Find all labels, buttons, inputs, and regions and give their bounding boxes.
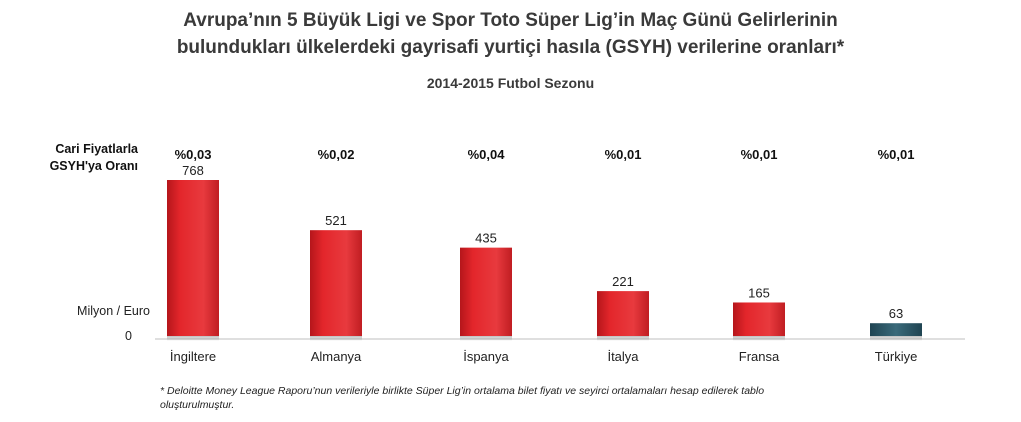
bar-3 — [597, 291, 649, 336]
y-axis-zero-label: 0 — [125, 329, 132, 343]
bar-shadow-0 — [167, 336, 219, 341]
bar-shadow-3 — [597, 336, 649, 341]
ratio-label-5: %0,01 — [878, 147, 915, 162]
category-label-2: İspanya — [463, 349, 509, 364]
bar-shadow-5 — [870, 336, 922, 341]
category-label-1: Almanya — [311, 349, 362, 364]
ratio-label-1: %0,02 — [318, 147, 355, 162]
footnote: * Deloitte Money League Raporu’nun veril… — [160, 384, 940, 412]
chart-subtitle: 2014-2015 Futbol Sezonu — [426, 75, 595, 91]
category-label-0: İngiltere — [170, 349, 216, 364]
value-label-2: 435 — [475, 231, 497, 246]
bar-2 — [460, 247, 512, 336]
ratio-row-label-line2: GSYH'ya Oranı — [49, 159, 138, 173]
chart-title-line1: Avrupa’nın 5 Büyük Ligi ve Spor Toto Süp… — [183, 10, 838, 31]
category-label-3: İtalya — [607, 349, 639, 364]
value-label-5: 63 — [889, 306, 903, 321]
footnote-line1: * Deloitte Money League Raporu’nun veril… — [160, 385, 765, 397]
ratio-row-label-line1: Cari Fiyatlarla — [55, 142, 138, 156]
bar-shadow-1 — [310, 336, 362, 341]
bar-0 — [167, 180, 219, 336]
value-label-1: 521 — [325, 213, 347, 228]
value-label-4: 165 — [748, 285, 770, 300]
value-label-3: 221 — [612, 274, 634, 289]
chart-title-line2: bulundukları ülkelerdeki gayrisafi yurti… — [176, 37, 845, 58]
bar-4 — [733, 302, 785, 336]
footnote-line2: oluşturulmuştur. — [160, 399, 235, 411]
category-label-4: Fransa — [739, 349, 780, 364]
ratio-label-3: %0,01 — [605, 147, 642, 162]
value-label-0: 768 — [182, 163, 204, 178]
ratio-label-0: %0,03 — [175, 147, 212, 162]
y-axis-label: Milyon / Euro — [77, 304, 150, 318]
category-label-5: Türkiye — [875, 349, 918, 364]
bar-5 — [870, 323, 922, 336]
bar-shadow-4 — [733, 336, 785, 341]
bar-shadow-2 — [460, 336, 512, 341]
bar-1 — [310, 230, 362, 336]
ratio-label-2: %0,04 — [468, 147, 506, 162]
ratio-row-label: Cari Fiyatlarla GSYH'ya Oranı — [20, 141, 138, 175]
ratio-label-4: %0,01 — [741, 147, 778, 162]
